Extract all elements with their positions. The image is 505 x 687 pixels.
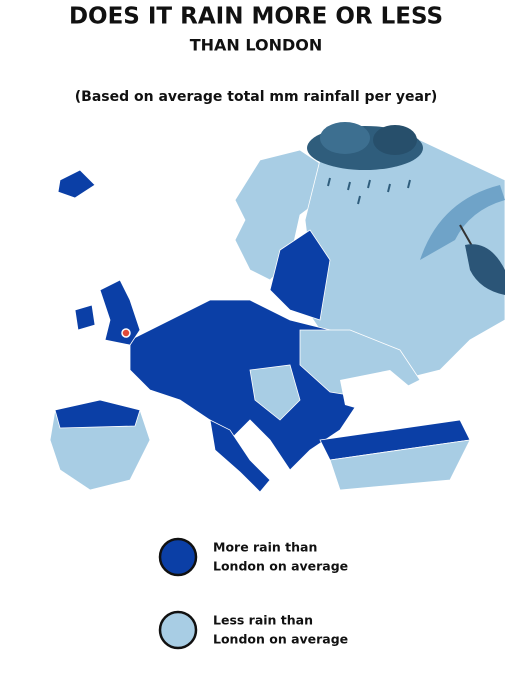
baltics <box>269 229 331 321</box>
legend-label: London on average <box>213 632 348 647</box>
scandinavia <box>234 149 331 281</box>
title-line2: THAN LONDON <box>190 36 323 55</box>
turkey-south <box>329 439 471 491</box>
italy <box>209 419 271 493</box>
iberia-north <box>54 399 141 429</box>
subtitle: (Based on average total mm rainfall per … <box>75 89 437 105</box>
umbrella-illustration <box>420 185 505 295</box>
legend: More rain than London on average Less rain… <box>158 537 348 650</box>
legend-swatch <box>158 537 198 577</box>
legend-label: Less rain than <box>213 613 313 628</box>
legend-swatch <box>158 610 198 650</box>
black-sea <box>340 370 420 415</box>
legend-label: More rain than <box>213 540 317 555</box>
ireland <box>74 304 96 331</box>
map <box>49 139 505 493</box>
title: DOES IT RAIN MORE OR LESS <box>69 4 443 30</box>
balkans-east <box>249 364 301 421</box>
cloud-illustration <box>307 122 423 205</box>
london-pin <box>121 328 131 338</box>
uk <box>99 279 141 346</box>
iceland <box>57 169 96 199</box>
legend-label: London on average <box>213 559 348 574</box>
